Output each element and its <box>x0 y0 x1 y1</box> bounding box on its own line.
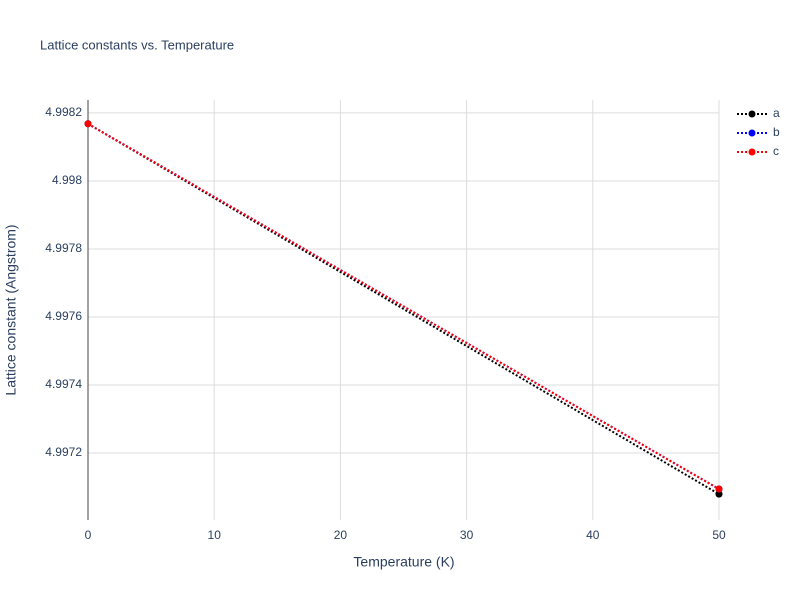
legend-marker <box>748 110 756 118</box>
legend-label: c <box>773 144 779 158</box>
x-tick-label: 20 <box>334 528 348 542</box>
chart-title: Lattice constants vs. Temperature <box>40 37 234 52</box>
point <box>715 485 723 493</box>
y-axis-label: Lattice constant (Angstrom) <box>3 224 19 395</box>
y-tick-label: 4.998 <box>52 173 82 187</box>
legend-marker <box>748 129 756 137</box>
legend-label: a <box>773 106 780 120</box>
point <box>84 120 92 128</box>
x-axis-label: Temperature (K) <box>353 554 454 570</box>
y-tick-label: 4.9978 <box>45 241 82 255</box>
y-tick-label: 4.9976 <box>45 309 82 323</box>
series-line <box>87 122 720 490</box>
y-tick-label: 4.9982 <box>45 105 82 119</box>
x-tick-label: 40 <box>586 528 600 542</box>
x-tick-label: 0 <box>85 528 92 542</box>
y-tick-label: 4.9972 <box>45 445 82 459</box>
y-tick-label: 4.9974 <box>45 377 82 391</box>
point <box>715 490 723 498</box>
x-tick-label: 30 <box>460 528 474 542</box>
legend-label: b <box>773 125 780 139</box>
legend-marker <box>748 148 756 156</box>
x-tick-label: 50 <box>712 528 726 542</box>
x-tick-label: 10 <box>208 528 222 542</box>
